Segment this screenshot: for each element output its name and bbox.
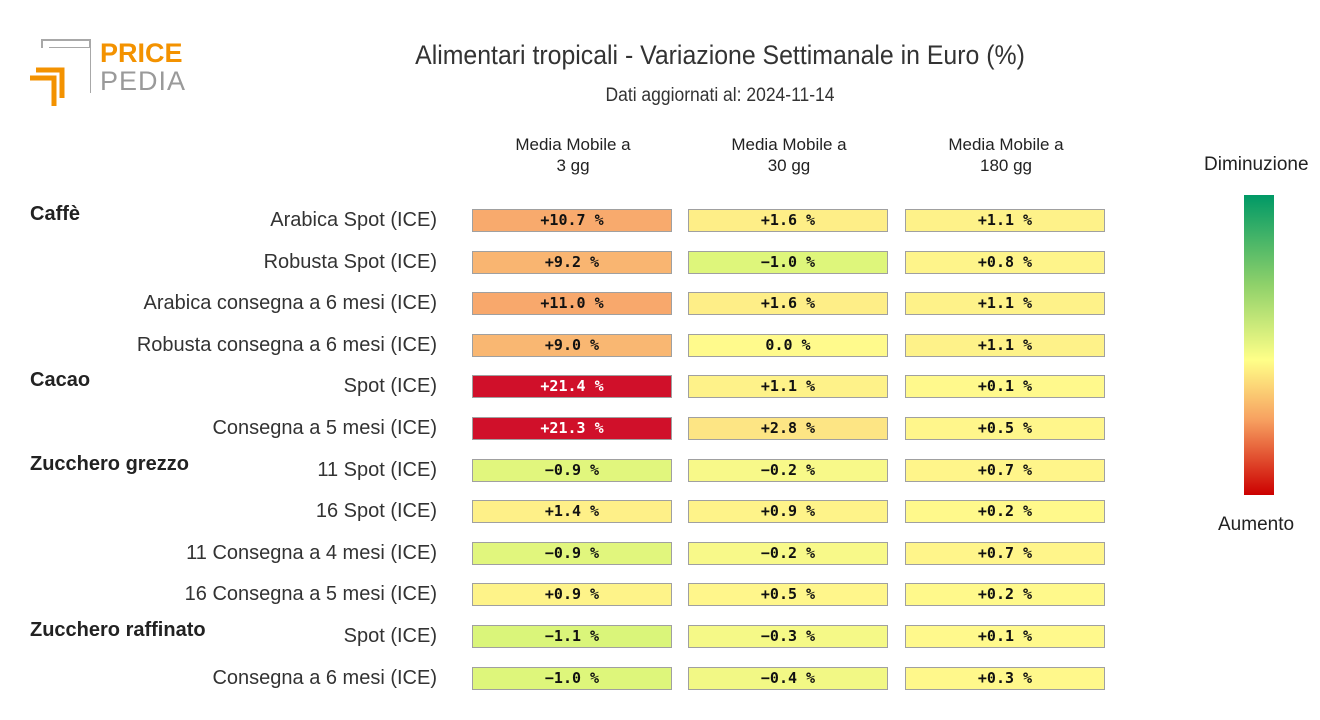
heatmap-cell: +0.3 % xyxy=(905,666,1105,690)
legend-bottom-label: Aumento xyxy=(1218,514,1295,535)
heatmap-cell: +0.9 % xyxy=(472,583,672,607)
heatmap-cell: +0.1 % xyxy=(905,625,1105,648)
row-label: Robusta Spot (ICE) xyxy=(263,250,437,273)
pricepedia-logo: PRICE PEDIA xyxy=(28,38,186,106)
legend-top-label: Diminuzione xyxy=(1204,154,1309,175)
heatmap-cell: +0.1 % xyxy=(905,375,1105,399)
heatmap-cell: −0.2 % xyxy=(688,458,888,482)
heatmap-cell: 0.0 % xyxy=(688,333,888,357)
heatmap-cell: −0.4 % xyxy=(688,666,888,690)
row-label: 16 Spot (ICE) xyxy=(315,500,437,523)
row-label: Spot (ICE) xyxy=(343,625,437,647)
heatmap-cell: −0.2 % xyxy=(688,541,888,565)
row-label: Arabica Spot (ICE) xyxy=(270,209,437,231)
heatmap-cell: −1.0 % xyxy=(472,666,672,690)
row-label: Arabica consegna a 6 mesi (ICE) xyxy=(143,292,437,315)
group-label: Cacao xyxy=(30,369,91,392)
heatmap-cell: −0.9 % xyxy=(472,541,672,565)
heatmap-cell: −0.9 % xyxy=(472,458,672,482)
row-label: Consegna a 6 mesi (ICE) xyxy=(212,666,437,689)
heatmap-cell: +1.1 % xyxy=(905,209,1105,232)
chart-title: Alimentari tropicali - Variazione Settim… xyxy=(415,40,1025,70)
heatmap-cell: +0.2 % xyxy=(905,500,1105,524)
heatmap-cell: +1.1 % xyxy=(905,292,1105,316)
heatmap-cell: +1.1 % xyxy=(688,375,888,399)
group-label: Zucchero grezzo xyxy=(30,452,189,475)
heatmap-cell: −0.3 % xyxy=(688,625,888,648)
heatmap-cell: +0.9 % xyxy=(688,500,888,524)
chart-subtitle: Dati aggiornati al: 2024-11-14 xyxy=(605,85,835,106)
row-label: Spot (ICE) xyxy=(343,375,437,398)
heatmap-cell: +0.7 % xyxy=(905,458,1105,482)
heatmap-cell: +1.1 % xyxy=(905,333,1105,357)
heatmap-cell: +9.0 % xyxy=(472,333,672,357)
row-label: Consegna a 5 mesi (ICE) xyxy=(212,417,437,439)
heatmap-cell: +0.2 % xyxy=(905,583,1105,607)
heatmap-cell: +21.4 % xyxy=(472,375,672,399)
row-label: 11 Consegna a 4 mesi (ICE) xyxy=(186,541,437,564)
heatmap-cell: +0.5 % xyxy=(905,417,1105,440)
heatmap-cell: +10.7 % xyxy=(472,209,672,232)
heatmap-cell: +0.7 % xyxy=(905,541,1105,565)
group-label: Zucchero raffinato xyxy=(30,619,206,641)
heatmap-cell: +0.5 % xyxy=(688,583,888,607)
heatmap-cell: −1.1 % xyxy=(472,625,672,648)
color-scale-bar xyxy=(1244,195,1274,495)
column-header-1: Media Mobile a 3 gg xyxy=(515,135,631,175)
logo-text-pedia: PEDIA xyxy=(100,66,186,96)
group-label: Caffè xyxy=(30,203,81,225)
heatmap-cell: +2.8 % xyxy=(688,417,888,440)
heatmap-cell: +21.3 % xyxy=(472,417,672,440)
row-label: 11 Spot (ICE) xyxy=(317,458,437,481)
heatmap-cell: +9.2 % xyxy=(472,250,672,274)
column-header-2: Media Mobile a 30 gg xyxy=(731,135,847,175)
column-header-3: Media Mobile a 180 gg xyxy=(948,135,1064,175)
heatmap-cell: +1.6 % xyxy=(688,292,888,316)
heatmap-cell: +0.8 % xyxy=(905,250,1105,274)
heatmap-cell: −1.0 % xyxy=(688,250,888,274)
row-label: 16 Consegna a 5 mesi (ICE) xyxy=(184,583,437,606)
row-label: Robusta consegna a 6 mesi (ICE) xyxy=(136,333,437,356)
heatmap-cell: +11.0 % xyxy=(472,292,672,316)
heatmap-cell: +1.6 % xyxy=(688,209,888,232)
heatmap-cell: +1.4 % xyxy=(472,500,672,524)
logo-text-price: PRICE xyxy=(100,38,183,68)
